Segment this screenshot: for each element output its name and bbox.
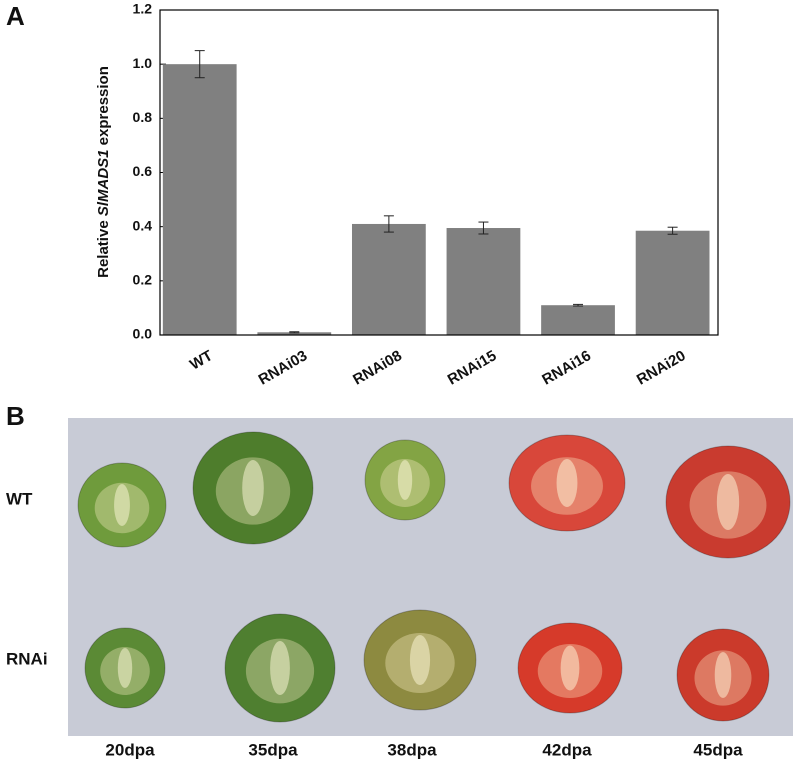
tomato-core — [716, 474, 740, 530]
x-tick-label: RNAi08 — [350, 347, 405, 388]
error-bar — [289, 331, 300, 334]
error-bar — [194, 50, 205, 79]
bar — [541, 305, 615, 335]
y-tick-label: 1.2 — [133, 1, 153, 17]
x-tick-label: WT — [187, 347, 216, 373]
tomato-core — [114, 484, 130, 526]
panel-label: B — [6, 401, 25, 431]
x-tick-label: RNAi20 — [634, 347, 689, 388]
error-bar — [667, 226, 678, 235]
y-tick-label: 0.8 — [133, 109, 153, 125]
column-label: 42dpa — [542, 740, 592, 759]
column-label: 35dpa — [248, 740, 298, 759]
y-axis-title-part: expression — [95, 66, 112, 149]
error-bar — [573, 303, 584, 307]
photo — [77, 431, 791, 723]
bar — [635, 230, 710, 335]
y-tick-label: 0.2 — [133, 272, 153, 288]
tomato-core — [397, 460, 413, 500]
x-tick-label: RNAi15 — [445, 347, 500, 388]
bar — [162, 64, 237, 336]
column-label: 45dpa — [693, 740, 743, 759]
y-axis-title-part: SlMADS1 — [95, 149, 112, 216]
tomato-core — [714, 652, 732, 698]
column-label: 38dpa — [387, 740, 437, 759]
tomato-core — [556, 459, 578, 507]
bar — [351, 223, 426, 335]
tomato-core — [270, 641, 290, 695]
y-tick-label: 0.6 — [133, 163, 153, 179]
error-bar — [478, 221, 489, 235]
row-label: RNAi — [6, 649, 48, 668]
x-tick-label: RNAi16 — [539, 347, 594, 388]
x-tick-label: RNAi03 — [256, 347, 311, 388]
y-tick-label: 0.4 — [133, 217, 153, 233]
tomato-core — [242, 460, 264, 516]
tomato-core — [117, 648, 133, 688]
y-tick-label: 1.0 — [133, 55, 153, 71]
y-tick-label: 0.0 — [133, 326, 153, 342]
column-label: 20dpa — [105, 740, 155, 759]
bar — [257, 332, 332, 335]
y-axis-title: Relative SlMADS1 expression — [95, 66, 112, 278]
panel-label: A — [6, 1, 25, 31]
tomato-core — [560, 645, 580, 691]
tomato-core — [409, 635, 431, 685]
error-bar — [383, 215, 394, 233]
plot-frame — [159, 9, 719, 336]
bar — [446, 228, 521, 335]
y-axis-title-part: Relative — [95, 216, 112, 278]
row-label: WT — [6, 489, 33, 508]
